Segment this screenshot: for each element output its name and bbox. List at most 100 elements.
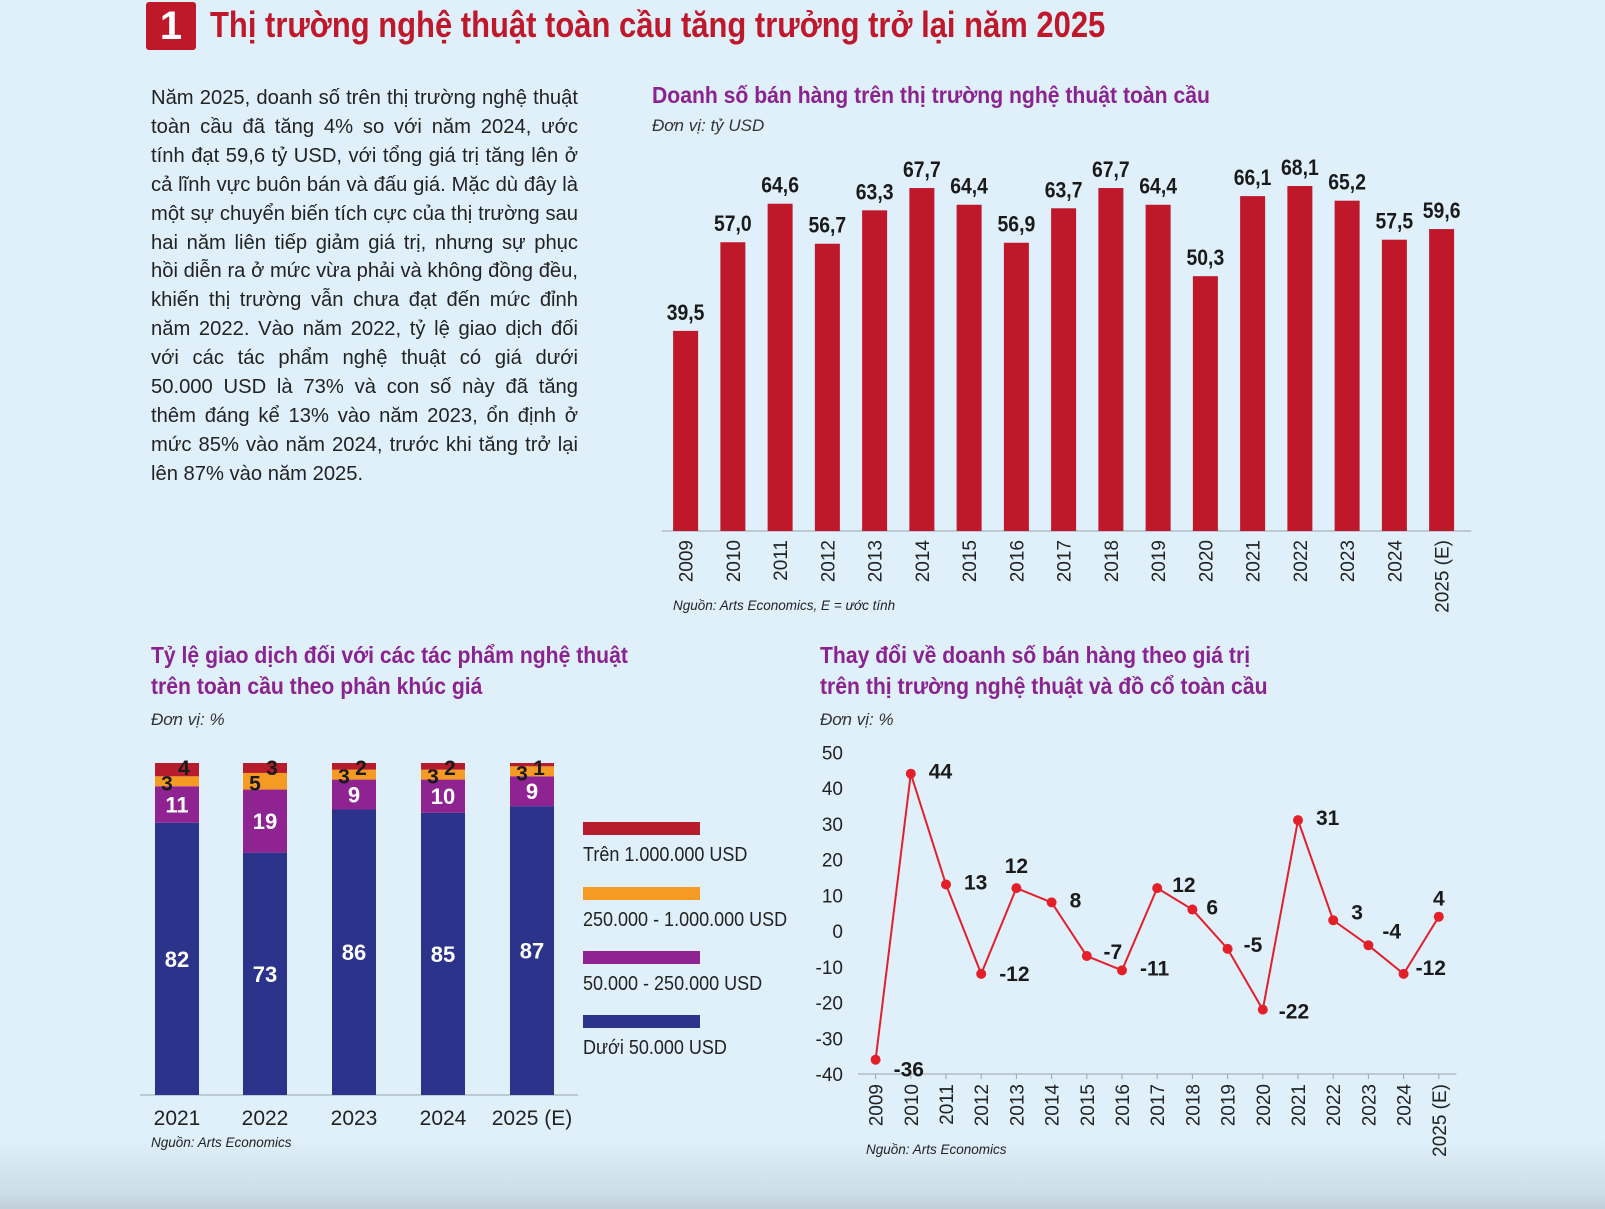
stacked-chart-title-line1: Tỷ lệ giao dịch đối với các tác phẩm ngh… xyxy=(151,642,628,668)
stacked-chart-unit: Đơn vị: % xyxy=(151,710,225,729)
bar xyxy=(1098,188,1124,531)
stacked-segment xyxy=(155,763,199,777)
data-point xyxy=(1046,897,1057,908)
stacked-chart-title-line2: trên toàn cầu theo phân khúc giá xyxy=(151,673,483,699)
segment-value-label: 2 xyxy=(355,757,367,780)
segment-value-label: 82 xyxy=(165,947,189,972)
bar-value-label: 50,3 xyxy=(1187,246,1225,270)
data-point xyxy=(941,879,951,890)
bar-value-label: 66,1 xyxy=(1234,166,1272,190)
stacked-segment xyxy=(243,852,287,1095)
data-point xyxy=(905,768,916,779)
x-tick-label: 2021 xyxy=(1244,540,1265,582)
y-tick-label: 40 xyxy=(822,779,843,800)
x-tick-label: 2019 xyxy=(1149,540,1170,582)
x-tick-label: 2024 xyxy=(1385,540,1406,583)
stacked-segment xyxy=(510,766,554,777)
point-value-label: -12 xyxy=(999,963,1029,986)
bar-value-label: 59,6 xyxy=(1423,199,1461,223)
bar-value-label: 64,4 xyxy=(1139,175,1177,199)
x-tick-label: 2018 xyxy=(1102,540,1123,582)
bar xyxy=(673,330,699,531)
legend-swatch xyxy=(583,822,700,835)
point-value-label: 12 xyxy=(1172,874,1195,897)
legend-label: 50.000 - 250.000 USD xyxy=(583,973,763,995)
y-tick-label: -10 xyxy=(816,958,843,979)
bar-value-label: 63,7 xyxy=(1045,178,1083,202)
segment-value-label: 3 xyxy=(338,766,350,789)
bar xyxy=(1381,239,1407,531)
data-point xyxy=(1328,915,1339,926)
segment-value-label: 11 xyxy=(165,793,188,818)
x-tick-label: 2012 xyxy=(972,1084,993,1126)
y-tick-label: -20 xyxy=(816,994,843,1015)
x-tick-label: 2023 xyxy=(1338,540,1359,582)
x-tick-label: 2022 xyxy=(1324,1084,1345,1126)
point-value-label: 31 xyxy=(1316,807,1340,830)
segment-value-label: 2 xyxy=(444,757,456,780)
x-tick-label: 2022 xyxy=(242,1107,289,1130)
x-tick-label: 2009 xyxy=(867,1084,888,1126)
x-tick-label: 2025 (E) xyxy=(1430,1084,1451,1157)
bar xyxy=(1145,204,1171,531)
stacked-segment xyxy=(243,772,287,790)
y-tick-label: -40 xyxy=(816,1065,843,1086)
segment-value-label: 3 xyxy=(161,772,173,795)
bar xyxy=(956,204,982,531)
x-tick-label: 2015 xyxy=(960,540,981,582)
x-tick-label: 2016 xyxy=(1113,1084,1134,1126)
point-value-label: -36 xyxy=(894,1059,924,1082)
point-value-label: 6 xyxy=(1206,897,1218,920)
point-value-label: -4 xyxy=(1382,920,1401,943)
x-tick-label: 2017 xyxy=(1055,540,1076,582)
bar xyxy=(1192,276,1218,531)
bar xyxy=(720,242,746,532)
bar xyxy=(767,203,793,532)
legend-swatch xyxy=(583,887,700,900)
data-point xyxy=(976,968,987,979)
segment-value-label: 73 xyxy=(253,962,277,987)
point-value-label: -12 xyxy=(1416,957,1446,980)
point-value-label: -22 xyxy=(1279,1001,1309,1024)
point-value-label: 8 xyxy=(1070,889,1082,912)
y-tick-label: 50 xyxy=(822,743,843,764)
bar-value-label: 57,0 xyxy=(714,212,752,236)
segment-value-label: 3 xyxy=(516,762,528,785)
x-tick-label: 2011 xyxy=(771,540,792,581)
segment-value-label: 5 xyxy=(249,772,261,795)
data-point xyxy=(870,1054,881,1065)
bar-value-label: 56,7 xyxy=(809,214,847,238)
bar xyxy=(1334,200,1360,531)
legend-label: Trên 1.000.000 USD xyxy=(583,844,748,866)
x-tick-label: 2019 xyxy=(1219,1084,1240,1126)
x-tick-label: 2009 xyxy=(677,540,698,582)
stacked-segment xyxy=(155,776,199,787)
bar-value-label: 64,4 xyxy=(950,175,988,199)
segment-value-label: 3 xyxy=(427,766,439,789)
segment-value-label: 9 xyxy=(526,779,538,804)
x-tick-label: 2010 xyxy=(724,540,745,582)
line-chart-unit: Đơn vị: % xyxy=(820,710,894,729)
bar xyxy=(909,188,935,531)
data-point xyxy=(1398,968,1409,979)
x-tick-label: 2020 xyxy=(1196,540,1217,582)
data-point xyxy=(1293,815,1303,826)
bar-chart-source: Nguồn: Arts Economics, E = ước tính xyxy=(673,598,896,613)
x-tick-label: 2020 xyxy=(1254,1084,1275,1126)
bar-value-label: 64,6 xyxy=(761,174,799,198)
segment-value-label: 9 xyxy=(348,783,360,808)
data-point xyxy=(1011,883,1022,894)
segment-value-label: 85 xyxy=(431,942,455,967)
stacked-segment xyxy=(243,763,287,773)
data-point xyxy=(1187,904,1198,915)
point-value-label: -7 xyxy=(1103,941,1122,964)
bar xyxy=(1429,229,1455,531)
bar-chart-title: Doanh số bán hàng trên thị trường nghệ t… xyxy=(652,82,1210,108)
stacked-segment xyxy=(510,763,554,767)
data-point xyxy=(1081,951,1092,962)
legend-item-above-1m: Trên 1.000.000 USD xyxy=(583,822,803,867)
x-tick-label: 2015 xyxy=(1078,1084,1099,1126)
bar xyxy=(1287,186,1313,531)
bar xyxy=(1240,196,1266,532)
